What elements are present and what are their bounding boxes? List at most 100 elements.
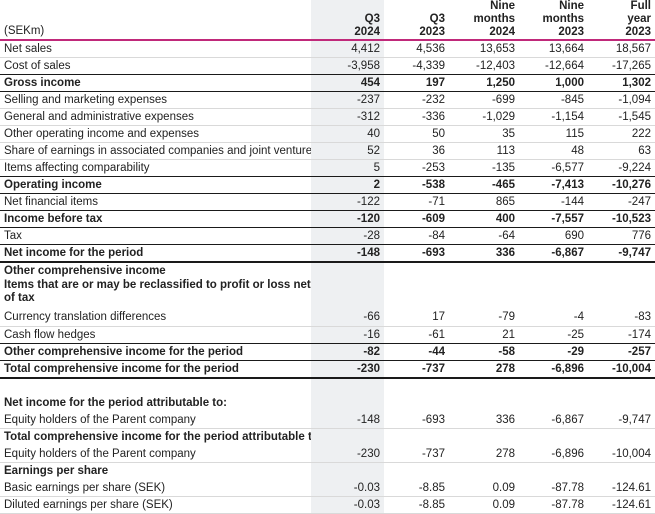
cell-value: 48 xyxy=(519,142,588,160)
row-label: Earnings per share xyxy=(4,465,109,478)
cell-value: -17,265 xyxy=(588,57,655,75)
table-row: Gross income 454 197 1,250 1,000 1,302 xyxy=(0,74,655,92)
cell-value: -0.03 xyxy=(311,496,384,514)
cell-value: -845 xyxy=(519,91,588,109)
cell-value: -693 xyxy=(384,411,449,429)
cell-value: -44 xyxy=(384,343,449,361)
table-row: Other operating income and expenses 40 50 3… xyxy=(0,125,655,143)
table-row: Equity holders of the Parent company -230… xyxy=(0,445,655,463)
column-header-line: Full xyxy=(630,0,651,12)
cell-value: 400 xyxy=(449,210,519,228)
table-row: Diluted earnings per share (SEK) -0.03 -8.… xyxy=(0,496,655,514)
cell-value: 336 xyxy=(449,244,519,263)
row-label: Net income for the period attributable t… xyxy=(4,397,227,409)
cell-value: -9,224 xyxy=(588,159,655,177)
table-row: Cost of sales -3,958 -4,339 -12,403 -12,664-… xyxy=(0,57,655,75)
cell-value: -6,577 xyxy=(519,159,588,177)
cell-value: -8.85 xyxy=(384,496,449,514)
cell-value: -124.61 xyxy=(588,479,655,497)
table-row: Equity holders of the Parent company -148… xyxy=(0,411,655,429)
cell-value xyxy=(384,463,449,480)
row-label: General and administrative expenses xyxy=(0,108,311,126)
cell-value: -174 xyxy=(588,326,655,344)
cell-value: -148 xyxy=(311,411,384,429)
cell-value xyxy=(588,279,655,309)
unit-label: (SEKm) xyxy=(0,0,311,41)
table-row: Net sales 4,412 4,536 13,653 13,664 18,567 xyxy=(0,40,655,58)
column-header-line: Q3 xyxy=(364,13,380,25)
header-row: (SEKm) Q3 2024 Q3 2023 Nine months 2024 Nine… xyxy=(0,0,655,41)
table-row: General and administrative expenses -312-… xyxy=(0,108,655,126)
row-label: Income before tax xyxy=(0,210,311,228)
cell-value: -83 xyxy=(588,309,655,327)
table-row: Other comprehensive income for the perio… xyxy=(0,343,655,361)
cell-value: -10,523 xyxy=(588,210,655,228)
table-row: Items affecting comparability 5 -253 -135 -6… xyxy=(0,159,655,177)
cell-value: -237 xyxy=(311,91,384,109)
table-row xyxy=(0,377,655,395)
cell-value: -538 xyxy=(384,176,449,194)
cell-value: -253 xyxy=(384,159,449,177)
cell-value: -124.61 xyxy=(588,496,655,514)
row-label: Equity holders of the Parent company xyxy=(0,445,311,463)
cell-value: -61 xyxy=(384,326,449,344)
row-label: Operating income xyxy=(0,176,311,194)
cell-value xyxy=(384,429,449,446)
cell-value: 52 xyxy=(311,142,384,160)
cell-value: 17 xyxy=(384,309,449,327)
cell-value xyxy=(519,463,588,480)
cell-value: -87.78 xyxy=(519,496,588,514)
table-row: Currency translation differences -66 17 -79… xyxy=(0,309,655,327)
cell-value xyxy=(449,262,519,279)
cell-value: -25 xyxy=(519,326,588,344)
cell-value xyxy=(449,395,519,412)
cell-value: -29 xyxy=(519,343,588,361)
row-label: Basic earnings per share (SEK) xyxy=(0,479,311,497)
row-label: Other comprehensive income xyxy=(4,265,166,277)
table-row: Net income for the period -148 -693 336 -6,8… xyxy=(0,244,655,263)
cell-value: -693 xyxy=(384,244,449,263)
cell-value: -84 xyxy=(384,227,449,245)
cell-value xyxy=(519,429,588,446)
cell-value: 1,250 xyxy=(449,74,519,92)
cell-value: -312 xyxy=(311,108,384,126)
cell-value xyxy=(449,378,519,395)
cell-value: 1,000 xyxy=(519,74,588,92)
column-header-line: months xyxy=(542,13,584,25)
cell-value: -1,029 xyxy=(449,108,519,126)
cell-value: -1,094 xyxy=(588,91,655,109)
row-label: Other operating income and expenses xyxy=(0,125,311,143)
cell-value: -336 xyxy=(384,108,449,126)
cell-value: 36 xyxy=(384,142,449,160)
table-row: Earnings per share xyxy=(0,462,655,480)
cell-value: 278 xyxy=(449,360,519,379)
column-header-line: 2024 xyxy=(489,26,515,38)
cell-value xyxy=(449,429,519,446)
column-header-full-year-2023: Full year 2023 xyxy=(588,0,655,41)
cell-value: 1,302 xyxy=(588,74,655,92)
row-label: Items affecting comparability xyxy=(0,159,311,177)
cell-value: 776 xyxy=(588,227,655,245)
column-header-line: 2023 xyxy=(625,26,651,38)
table-row: Net income for the period attributable t… xyxy=(0,394,655,412)
cell-value xyxy=(384,378,449,395)
cell-value: -737 xyxy=(384,445,449,463)
row-label: Total comprehensive income for the perio… xyxy=(4,431,311,444)
cell-value: 278 xyxy=(449,445,519,463)
cell-value: 18,567 xyxy=(588,40,655,58)
cell-value: -6,867 xyxy=(519,411,588,429)
row-label xyxy=(0,378,311,395)
cell-value: -120 xyxy=(311,210,384,228)
cell-value: -9,747 xyxy=(588,244,655,263)
cell-value: -58 xyxy=(449,343,519,361)
cell-value: 2 xyxy=(311,176,384,194)
column-header-line: Nine xyxy=(490,0,515,12)
table-row: Basic earnings per share (SEK) -0.03 -8.85… xyxy=(0,479,655,497)
cell-value: 50 xyxy=(384,125,449,143)
cell-value: -230 xyxy=(311,445,384,463)
row-label: Other comprehensive income for the perio… xyxy=(0,343,311,361)
table-row: Selling and marketing expenses -237 -232 -6… xyxy=(0,91,655,109)
row-label: Total comprehensive income for the perio… xyxy=(0,360,311,379)
cell-value xyxy=(588,429,655,446)
column-header-q3-2024: Q3 2024 xyxy=(311,0,384,41)
